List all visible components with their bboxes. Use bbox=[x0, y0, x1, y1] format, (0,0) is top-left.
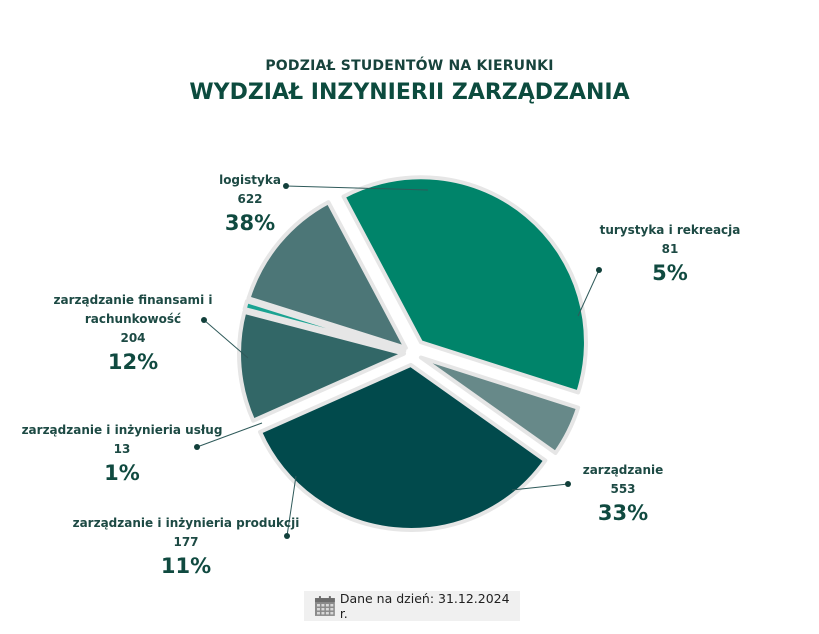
slice-percent-6: 12% bbox=[108, 350, 158, 374]
leader-dot-4 bbox=[284, 533, 290, 539]
slice-label-4: zarządzanie i inżynieria produkcji 177 11% bbox=[73, 516, 300, 578]
pie-slice-1 bbox=[341, 175, 588, 395]
slice-value-2: 81 bbox=[662, 242, 679, 256]
pie-slice-3 bbox=[258, 362, 548, 532]
pie-slice-6 bbox=[246, 200, 408, 350]
pie-slice-5 bbox=[242, 299, 407, 353]
leader-dot-2 bbox=[596, 267, 602, 273]
slice-value-6: 204 bbox=[120, 331, 145, 345]
leader-line-4 bbox=[286, 475, 297, 537]
slice-value-1: 622 bbox=[237, 192, 262, 206]
slice-percent-1: 38% bbox=[225, 211, 275, 235]
slice-label-6: zarządzanie finansami i rachunkowość 204 12… bbox=[54, 293, 213, 374]
slice-value-4: 177 bbox=[173, 535, 198, 549]
slice-label-5: zarządzanie i inżynieria usług 13 1% bbox=[22, 423, 223, 485]
leader-line-5 bbox=[196, 422, 263, 448]
slice-value-5: 13 bbox=[114, 442, 131, 456]
calendar-icon bbox=[314, 596, 335, 616]
pie-slice-2 bbox=[418, 355, 581, 456]
leader-line-6 bbox=[203, 319, 249, 359]
slice-percent-3: 33% bbox=[598, 501, 648, 525]
slice-label-text-6-2: rachunkowość bbox=[85, 312, 181, 326]
footer-text: Dane na dzień: 31.12.2024 r. bbox=[339, 591, 510, 621]
slice-label-1: logistyka 622 38% bbox=[219, 173, 281, 235]
chart-subtitle: PODZIAŁ STUDENTÓW NA KIERUNKI bbox=[265, 58, 554, 74]
leader-line-1 bbox=[285, 185, 429, 191]
leader-dot-3 bbox=[565, 481, 571, 487]
slice-label-3: zarządzanie 553 33% bbox=[583, 463, 664, 525]
data-date-footer: Dane na dzień: 31.12.2024 r. bbox=[304, 591, 520, 621]
slice-label-text-5-1: zarządzanie i inżynieria usług bbox=[22, 423, 223, 437]
leader-dot-1 bbox=[283, 183, 289, 189]
slice-label-text-6-1: zarządzanie finansami i bbox=[54, 293, 213, 307]
slice-label-2: turystyka i rekreacja 81 5% bbox=[600, 223, 741, 285]
slice-label-text-3-1: zarządzanie bbox=[583, 463, 664, 477]
slice-label-text-4-1: zarządzanie i inżynieria produkcji bbox=[73, 516, 300, 530]
leader-line-2 bbox=[577, 269, 600, 317]
leader-line-3 bbox=[511, 483, 569, 491]
slice-percent-5: 1% bbox=[104, 461, 140, 485]
leader-dot-6 bbox=[201, 317, 207, 323]
slice-percent-2: 5% bbox=[652, 261, 688, 285]
slice-label-text-1-1: logistyka bbox=[219, 173, 281, 187]
slice-percent-4: 11% bbox=[161, 554, 211, 578]
leader-dot-5 bbox=[194, 444, 200, 450]
chart-title: WYDZIAŁ INZYNIERII ZARZĄDZANIA bbox=[189, 80, 630, 105]
pie-slice-4 bbox=[237, 309, 407, 423]
slice-label-text-2-1: turystyka i rekreacja bbox=[600, 223, 741, 237]
slice-value-3: 553 bbox=[610, 482, 635, 496]
